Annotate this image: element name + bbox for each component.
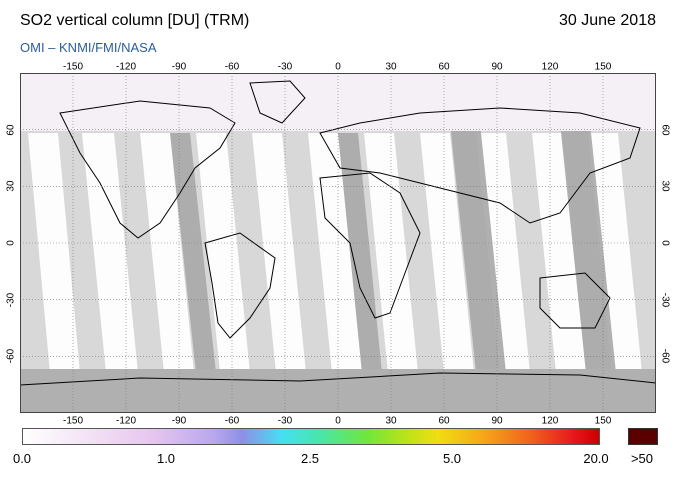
- antarctica: [20, 372, 656, 386]
- south-america: [204, 232, 276, 339]
- colorbar-label: 1.0: [156, 451, 176, 466]
- tick-label: 60: [438, 415, 450, 427]
- tick-label: 150: [594, 415, 612, 427]
- tick-label: -60: [5, 349, 17, 364]
- swath-dark: [560, 123, 616, 373]
- tick-label: -90: [171, 61, 187, 73]
- swath-dark: [450, 123, 506, 373]
- swath: [588, 133, 642, 373]
- swath: [420, 133, 474, 373]
- tick-label: 90: [491, 415, 503, 427]
- swath: [476, 133, 530, 373]
- tick-label: -60: [224, 415, 240, 427]
- tick-label: 90: [491, 61, 503, 73]
- tick-label: 60: [438, 61, 450, 73]
- tick-label: 30: [659, 180, 671, 192]
- arctic-data: [20, 73, 656, 131]
- map-canvas: [20, 73, 656, 413]
- africa: [319, 172, 421, 319]
- tick-label: -120: [115, 415, 137, 427]
- map-title: SO2 vertical column [DU] (TRM): [20, 12, 250, 29]
- map-frame: [20, 73, 656, 413]
- tick-label: 120: [541, 415, 559, 427]
- tick-label: 120: [541, 61, 559, 73]
- colorbar-label: >50: [630, 451, 654, 466]
- tick-label: 0: [335, 61, 341, 73]
- map-date: 30 June 2018: [559, 12, 656, 29]
- tick-label: -30: [277, 415, 293, 427]
- tick-label: 30: [385, 61, 397, 73]
- dark-swaths: [170, 123, 616, 373]
- colorbar-label: 0.0: [12, 451, 32, 466]
- swath: [140, 133, 194, 373]
- europe-asia: [319, 107, 641, 224]
- swath-dark: [170, 133, 216, 373]
- tick-label: 0: [5, 240, 17, 246]
- tick-label: 150: [594, 61, 612, 73]
- tick-label: -60: [224, 61, 240, 73]
- orbit-swaths: [28, 133, 642, 373]
- data-credit: OMI – KNMI/FMI/NASA: [20, 40, 157, 55]
- tick-label: -60: [659, 349, 671, 364]
- colorbar: [22, 428, 600, 445]
- north-america: [59, 100, 236, 239]
- colorbar-label: 5.0: [442, 451, 462, 466]
- tick-label: 30: [385, 415, 397, 427]
- colorbar-label: 2.5: [300, 451, 320, 466]
- colorbar-label: 20.0: [583, 451, 609, 466]
- graticule: [20, 73, 656, 413]
- tick-label: -90: [171, 415, 187, 427]
- tick-label: 60: [5, 124, 17, 136]
- swath: [28, 133, 80, 373]
- tick-label: -30: [659, 292, 671, 307]
- colorbar-overflow: [628, 428, 658, 445]
- tick-label: 0: [335, 415, 341, 427]
- tick-label: 60: [659, 124, 671, 136]
- tick-label: -150: [62, 415, 84, 427]
- swath: [252, 133, 306, 373]
- tick-label: -150: [62, 61, 84, 73]
- greenland: [249, 80, 306, 124]
- so2-map: [20, 73, 656, 413]
- swath: [532, 133, 586, 373]
- tick-label: 30: [5, 180, 17, 192]
- swath-dark: [338, 133, 382, 373]
- swath: [82, 133, 138, 373]
- tick-label: 0: [659, 240, 671, 246]
- australia: [539, 272, 611, 329]
- tick-label: -30: [277, 61, 293, 73]
- tick-label: -30: [5, 292, 17, 307]
- swath: [196, 133, 250, 373]
- tick-label: -120: [115, 61, 137, 73]
- coastlines: [20, 80, 656, 386]
